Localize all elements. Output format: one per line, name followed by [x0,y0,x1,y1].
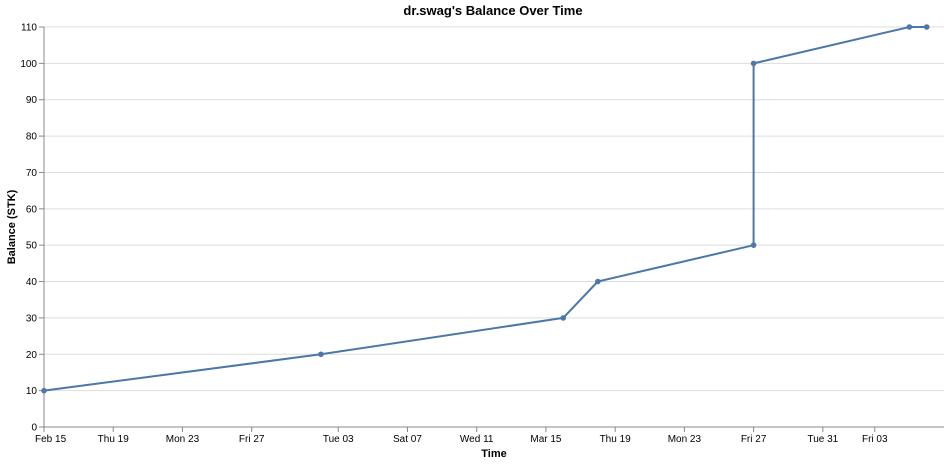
x-tick-label: Fri 03 [862,434,888,445]
x-tick-label: Fri 27 [741,434,767,445]
x-axis-title: Time [481,448,506,460]
y-tick-label: 70 [26,168,38,179]
data-point[interactable] [560,315,567,321]
y-tick-label: 40 [26,277,38,288]
y-tick-label: 90 [26,95,38,106]
data-point[interactable] [750,242,757,248]
data-point[interactable] [595,278,601,285]
axes: 0 10 20 30 40 50 60 70 80 90 100 110 Feb 15 Thu 19 Mon… [20,23,944,445]
grid-lines [44,26,944,428]
x-tick-label: Thu 19 [600,434,632,445]
x-tick-label: Thu 19 [98,434,130,445]
y-tick-label: 100 [20,59,37,70]
series-layer [41,24,930,394]
data-point[interactable] [41,387,47,394]
data-point[interactable] [906,24,913,30]
x-tick-label: Fri 27 [239,434,265,445]
y-tick-label: 20 [26,350,38,361]
data-point[interactable] [923,24,930,30]
data-point[interactable] [318,351,324,358]
y-tick-label: 110 [21,23,37,34]
y-tick-label: 0 [31,423,37,434]
x-tick-label: Tue 03 [323,434,354,445]
y-axis-title: Balance (STK) [6,189,18,264]
y-tick-label: 50 [26,241,38,252]
y-tick-label: 80 [26,132,38,143]
x-tick-label: Sat 07 [393,434,422,445]
data-point[interactable] [750,60,757,67]
balance-line [43,26,927,392]
x-tick-label: Wed 11 [460,434,494,445]
x-tick-label: Mon 23 [668,434,702,445]
chart-title: dr.swag's Balance Over Time [403,3,582,18]
x-tick-label: Mar 15 [530,434,562,445]
y-tick-label: 10 [26,386,38,397]
y-tick-label: 60 [26,204,38,215]
x-tick-label: Mon 23 [166,434,200,445]
y-tick-label: 30 [26,313,38,324]
x-tick-label: Tue 31 [807,434,838,445]
x-tick-label: Feb 15 [35,434,67,445]
